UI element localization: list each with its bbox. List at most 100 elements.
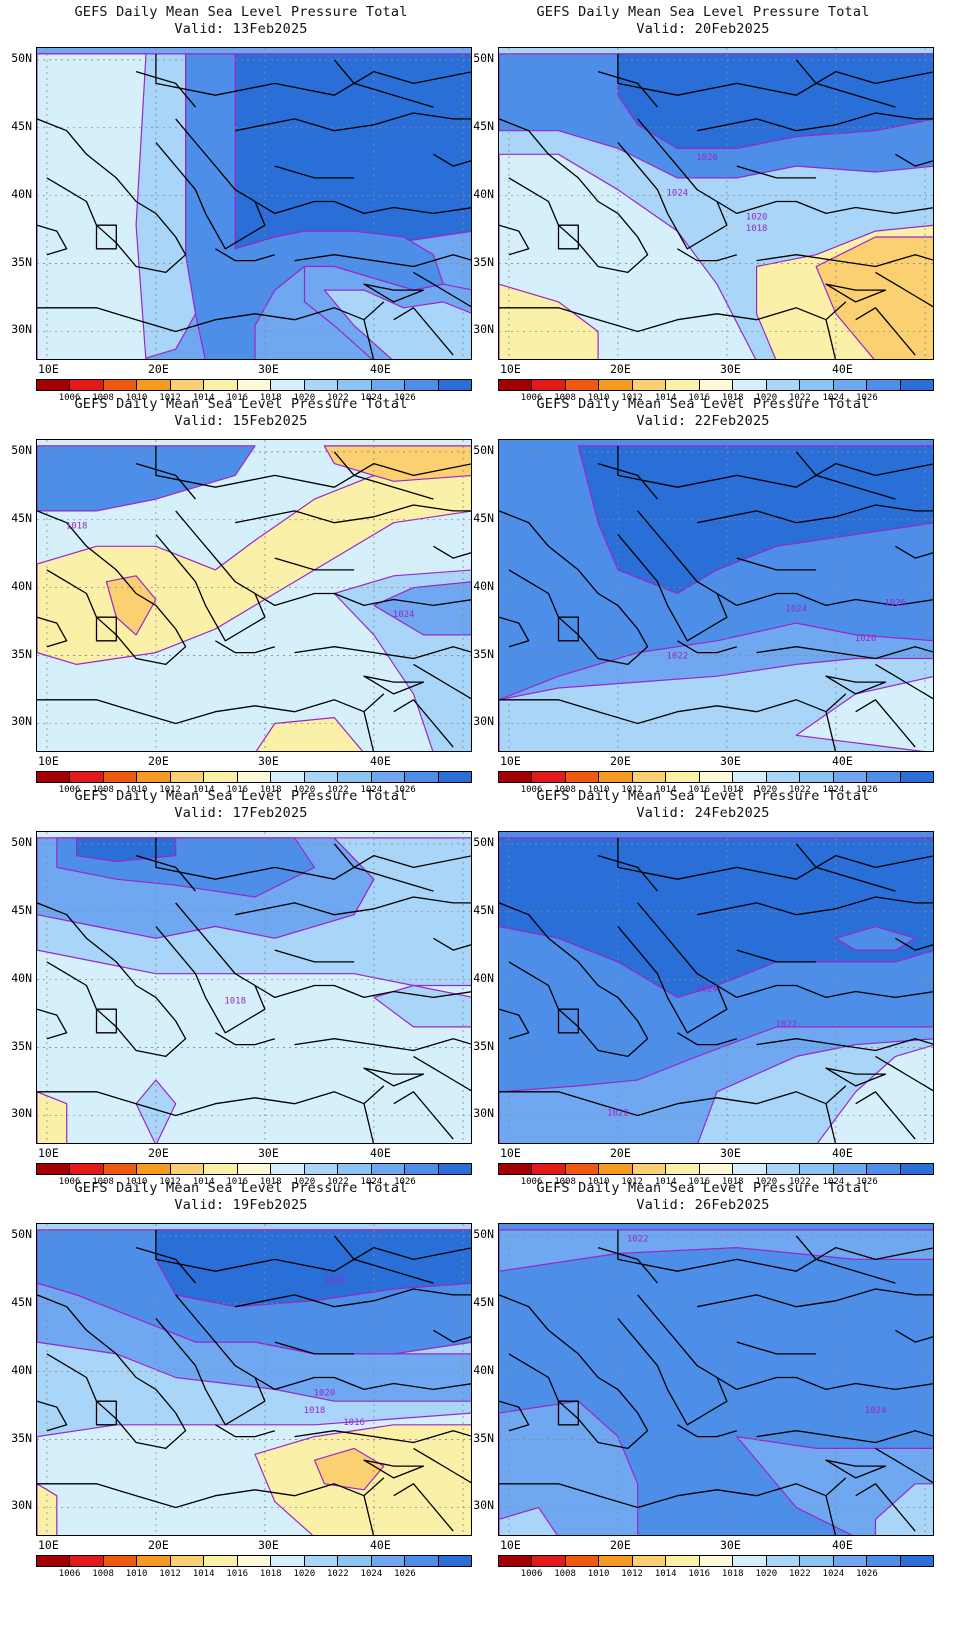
coastline-border [333,59,434,108]
coastline-border [235,112,471,132]
colorbar-label: 1014 [654,1569,677,1579]
coastline-border [37,1477,385,1509]
colorbar-swatch [70,1556,104,1566]
latitude-label: 40N [11,1362,32,1377]
colorbar-swatch [204,772,238,782]
colorbar-swatch [103,1556,138,1566]
coastline-border [135,462,196,500]
pressure-band [37,1091,68,1143]
colorbar-label: 1026 [394,1569,416,1579]
coastline-border [433,1329,471,1343]
coastline-border [254,984,471,999]
colorbar-swatch [438,1556,472,1566]
map-panel: GEFS Daily Mean Sea Level Pressure Total… [0,784,482,1194]
coastline-border [895,545,933,559]
contour-label: 1018 [224,996,246,1006]
coastline-border [736,557,817,571]
longitude-label: 30E [258,1146,279,1160]
pressure-band [499,837,933,998]
latitude-label: 50N [473,834,494,849]
colorbar-swatch [800,772,834,782]
colorbar-label: 1022 [789,1177,811,1187]
coastline-border [37,510,187,666]
coastline-border [875,1055,933,1092]
colorbar-swatch [666,380,700,390]
coastline-border [235,896,471,916]
colorbar-swatch [338,380,372,390]
colorbar-swatch [532,1556,566,1566]
longitude-label: 30E [258,1538,279,1552]
colorbar [498,379,934,391]
colorbar-swatch [338,1164,372,1174]
colorbar-label: 1016 [226,785,249,795]
coastline-border [499,1477,847,1509]
contour-label: 1022 [776,1020,798,1030]
colorbar-label: 1014 [654,1177,677,1187]
longitude-label: 20E [610,754,631,768]
coastline-border [736,1341,817,1355]
coastline-border [95,224,117,250]
colorbar [36,1555,472,1567]
colorbar-label: 1012 [621,785,643,795]
latitude-label: 45N [11,902,32,917]
latitude-label: 30N [11,1498,32,1513]
colorbar-swatch [666,1556,700,1566]
colorbar-swatch [271,1164,305,1174]
coastline-border [294,1038,471,1052]
coastline-border [155,53,471,96]
pressure-band [37,445,256,512]
coastline-border [875,663,933,700]
colorbar-swatch [204,1164,238,1174]
coastline-border [294,646,471,660]
coastline-border [795,451,896,500]
longitude-label: 30E [720,1538,741,1552]
latitude-label: 35N [11,1038,32,1053]
coastline-border [155,902,266,1034]
coastline-border [499,1400,530,1432]
colorbar-label: 1006 [58,1569,81,1579]
colorbar-swatch [170,1164,205,1174]
colorbar-swatch [666,772,700,782]
latitude-label: 45N [11,1294,32,1309]
colorbar-label: 1008 [554,785,576,795]
longitude-label: 40E [832,362,853,376]
colorbar-label: 1014 [654,785,677,795]
coastline-border [274,1341,355,1355]
colorbar-label: 1020 [755,1569,778,1579]
coastline-border [617,1229,933,1272]
pressure-map: 1026 1020 1018 1016 [36,1223,472,1536]
coastline-border [597,462,658,500]
colorbar-label: 1012 [621,1177,643,1187]
colorbar-label: 1008 [92,1569,114,1579]
coastline-border [855,1483,916,1532]
contour-label: 1026 [885,598,907,608]
colorbar-swatch [632,380,667,390]
colorbar-label: 1010 [125,785,148,795]
colorbar-label: 1010 [587,1569,610,1579]
colorbar-swatch [103,1164,138,1174]
coastline-border [736,949,817,963]
coastline-border [825,283,887,303]
longitude-label: 10E [38,754,59,768]
coastline-border [37,1294,187,1450]
colorbar-label: 1012 [159,1569,181,1579]
longitude-label: 30E [720,362,741,376]
colorbar-swatch [271,1556,305,1566]
coastline-border [557,1400,579,1426]
colorbar-label: 1008 [554,1177,576,1187]
colorbar-swatch [766,1164,801,1174]
latitude-label: 40N [11,970,32,985]
coastline-border [697,1288,933,1308]
colorbar-label: 1010 [587,1177,610,1187]
longitude-label: 10E [500,1538,521,1552]
coastline-border [37,902,187,1058]
coastline-border [677,1032,737,1046]
colorbar-label: 1012 [159,393,181,403]
coastline-border [756,1430,933,1444]
colorbar-label: 1026 [856,393,878,403]
colorbar-label: 1018 [721,1177,744,1187]
colorbar-swatch [70,1164,104,1174]
coastline-border [617,837,933,880]
colorbar-swatch [565,1556,600,1566]
colorbar-swatch [565,1164,600,1174]
